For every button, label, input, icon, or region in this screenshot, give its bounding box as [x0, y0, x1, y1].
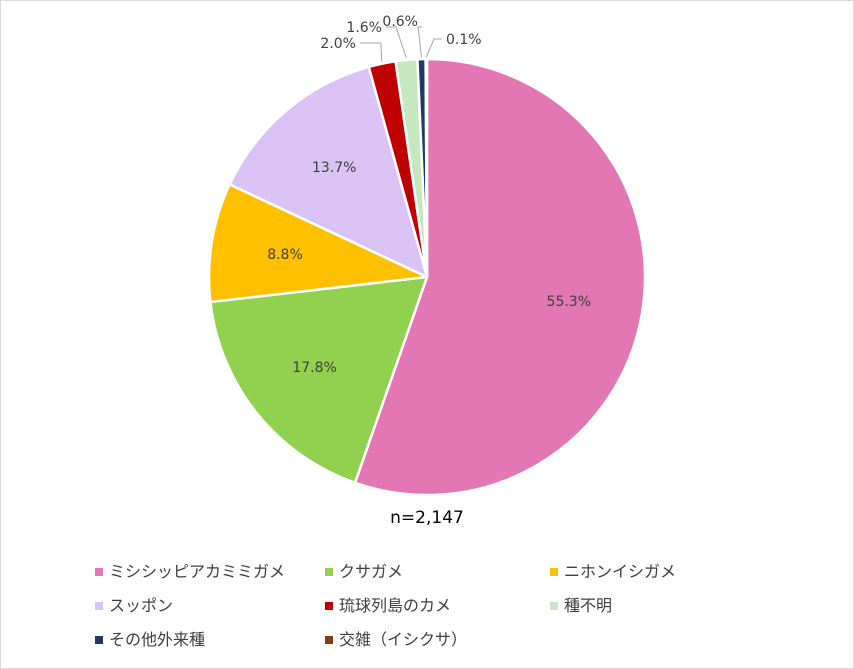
data-label-3: 8.8%: [267, 247, 303, 263]
legend-item-1: ミシシッピアカミミガメ: [95, 560, 285, 584]
legend-swatch-3: [550, 568, 558, 576]
legend-label-3: ニホンイシガメ: [564, 562, 677, 581]
leader-line-6: [386, 26, 407, 59]
legend-label-7: その他外来種: [109, 630, 206, 649]
legend-label-8: 交雑（イシクサ）: [339, 630, 468, 649]
legend-label-2: クサガメ: [339, 562, 404, 581]
pie-slice-2: [209, 275, 429, 485]
pie-slice-8: [424, 57, 429, 279]
legend-item-8: 交雑（イシクサ）: [325, 628, 467, 652]
leader-line-5: [360, 42, 383, 62]
pie-slice-4: [228, 65, 429, 279]
legend-label-1: ミシシッピアカミミガメ: [109, 562, 286, 581]
legend-item-3: ニホンイシガメ: [550, 560, 676, 584]
legend-item-4: スッポン: [95, 594, 173, 618]
legend-swatch-4: [95, 602, 103, 610]
legend-item-2: クサガメ: [325, 560, 403, 584]
leader-line-8: [425, 38, 442, 58]
data-label-5: 2.0%: [320, 36, 356, 52]
pie-slice-3: [207, 183, 429, 304]
legend-swatch-8: [325, 636, 333, 644]
legend-swatch-7: [95, 636, 103, 644]
data-label-8: 0.1%: [446, 32, 482, 48]
data-label-6: 1.6%: [346, 20, 382, 36]
legend-item-7: その他外来種: [95, 628, 205, 652]
legend-item-5: 琉球列島のカメ: [325, 594, 451, 618]
leader-line-7: [417, 26, 422, 58]
data-label-2: 17.8%: [292, 360, 336, 376]
legend-label-4: スッポン: [109, 596, 174, 615]
sample-size-note: n=2,147: [390, 508, 464, 528]
legend-swatch-2: [325, 568, 333, 576]
legend-swatch-5: [325, 602, 333, 610]
legend-item-6: 種不明: [550, 594, 612, 618]
legend-swatch-1: [95, 568, 103, 576]
legend-label-6: 種不明: [564, 596, 613, 615]
data-label-7: 0.6%: [382, 14, 418, 30]
data-label-1: 55.3%: [547, 294, 591, 310]
legend-swatch-6: [550, 602, 558, 610]
legend-label-5: 琉球列島のカメ: [339, 596, 452, 615]
data-label-4: 13.7%: [312, 160, 356, 176]
